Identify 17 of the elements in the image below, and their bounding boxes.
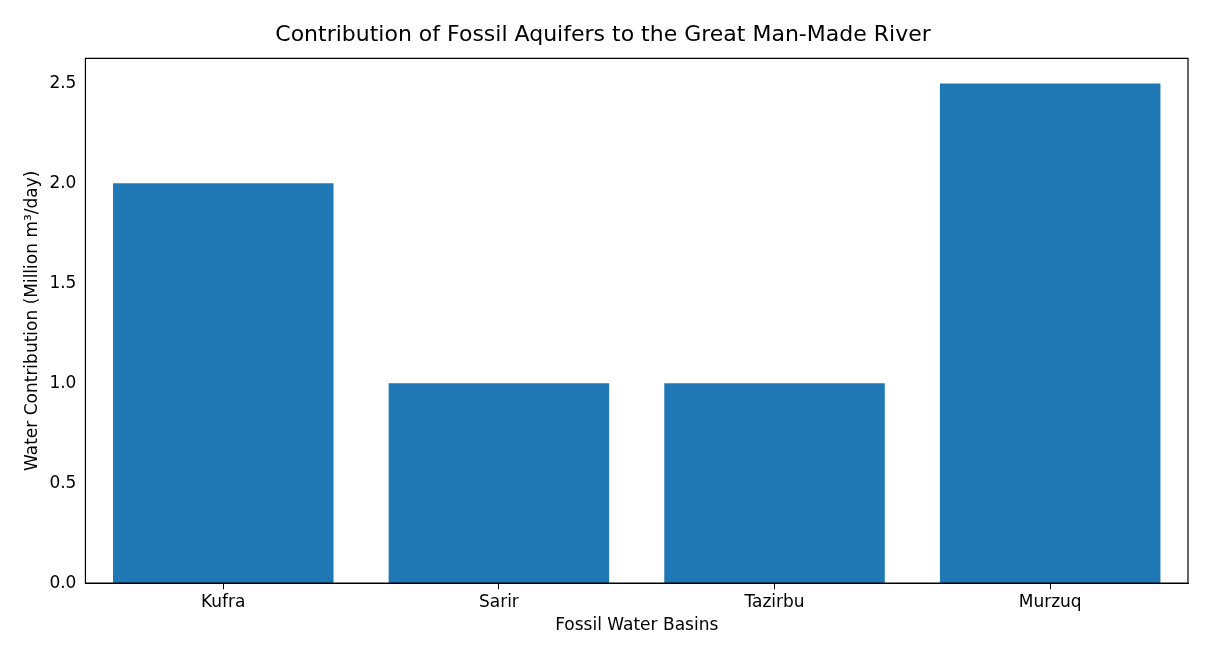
bar [113, 183, 334, 584]
chart-title: Contribution of Fossil Aquifers to the Great Man-Made River [275, 20, 932, 46]
y-axis-title: Water Contribution (Million m³/day) [20, 170, 41, 471]
x-tick-label: Kufra [201, 590, 246, 611]
bar [664, 383, 885, 584]
y-tick-label: 0.5 [49, 471, 77, 492]
bar [388, 383, 610, 584]
x-tick-label: Tazirbu [743, 590, 805, 611]
x-tick-label: Murzuq [1018, 590, 1082, 611]
y-tick-label: 1.5 [49, 271, 77, 292]
x-tick-label: Sarir [478, 590, 519, 611]
y-tick-label: 0.0 [49, 571, 77, 592]
y-tick-label: 1.0 [49, 371, 77, 392]
x-axis-title: Fossil Water Basins [555, 614, 719, 635]
y-tick-label: 2.0 [49, 171, 77, 192]
bar [939, 83, 1161, 584]
y-tick-label: 2.5 [49, 71, 77, 92]
